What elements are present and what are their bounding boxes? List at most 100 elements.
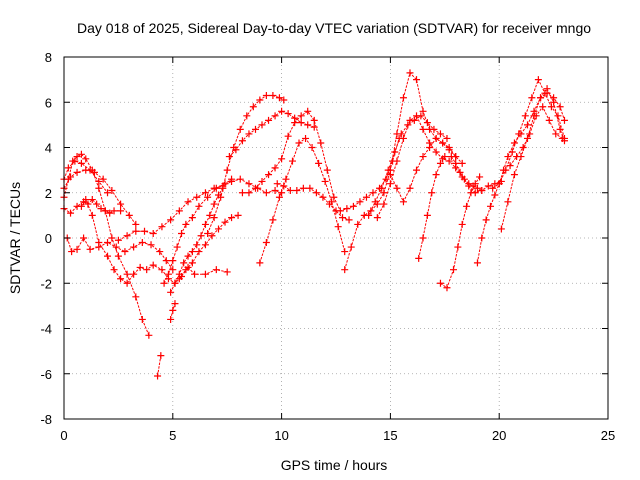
data-point — [234, 211, 242, 219]
data-point — [88, 211, 96, 219]
data-point — [439, 139, 447, 147]
data-point — [228, 175, 236, 183]
data-point — [132, 293, 140, 301]
series-line-track-5 — [66, 236, 174, 270]
data-point — [99, 175, 107, 183]
data-point — [123, 232, 131, 240]
data-point — [550, 98, 558, 106]
data-point — [523, 121, 531, 129]
data-point — [258, 121, 266, 129]
data-point — [238, 137, 246, 145]
data-point — [149, 261, 157, 269]
data-point — [302, 134, 310, 142]
data-point — [212, 184, 220, 192]
data-point — [393, 184, 401, 192]
data-point — [452, 159, 460, 167]
data-point — [332, 207, 340, 215]
data-point — [141, 227, 149, 235]
data-point — [456, 168, 464, 176]
data-point — [195, 202, 203, 210]
data-point — [560, 116, 568, 124]
data-point — [315, 159, 323, 167]
data-point — [415, 254, 423, 262]
data-point — [236, 175, 244, 183]
x-tick-label: 10 — [274, 428, 288, 443]
x-axis-label: GPS time / hours — [281, 457, 388, 473]
data-point — [482, 216, 490, 224]
data-point — [188, 214, 196, 222]
data-point — [521, 112, 529, 120]
data-point — [77, 159, 85, 167]
data-point — [175, 275, 183, 283]
x-tick-label: 0 — [60, 428, 67, 443]
data-point — [356, 198, 364, 206]
data-point — [156, 248, 164, 256]
data-point — [184, 198, 192, 206]
data-point — [354, 220, 362, 228]
data-point — [204, 193, 212, 201]
data-point — [223, 268, 231, 276]
data-point — [154, 372, 162, 380]
data-point — [445, 146, 453, 154]
data-point — [293, 186, 301, 194]
data-series — [60, 69, 568, 380]
data-point — [117, 200, 125, 208]
data-point — [104, 252, 112, 260]
data-point — [249, 103, 257, 111]
data-point — [178, 229, 186, 237]
data-point — [556, 103, 564, 111]
data-point — [280, 96, 288, 104]
data-point — [413, 166, 421, 174]
data-point — [64, 164, 72, 172]
data-point — [149, 229, 157, 237]
data-point — [478, 186, 486, 194]
data-point — [495, 180, 503, 188]
data-point — [458, 159, 466, 167]
data-point — [552, 130, 560, 138]
data-point — [193, 193, 201, 201]
data-point — [436, 159, 444, 167]
data-point — [443, 284, 451, 292]
data-point — [95, 184, 103, 192]
data-point — [278, 155, 286, 163]
data-point — [101, 207, 109, 215]
data-point — [201, 220, 209, 228]
data-point — [158, 223, 166, 231]
data-point — [284, 110, 292, 118]
data-point — [312, 189, 320, 197]
data-point — [77, 202, 85, 210]
data-point — [123, 279, 131, 287]
data-point — [447, 153, 455, 161]
data-point — [145, 331, 153, 339]
data-point — [217, 193, 225, 201]
data-point — [95, 239, 103, 247]
data-point — [513, 153, 521, 161]
data-point — [125, 211, 133, 219]
data-point — [80, 234, 88, 242]
data-point — [547, 103, 555, 111]
data-point — [428, 189, 436, 197]
data-point — [380, 189, 388, 197]
data-point — [365, 211, 373, 219]
data-point — [204, 229, 212, 237]
series-line-track-2 — [63, 169, 137, 225]
data-point — [280, 182, 288, 190]
data-point — [130, 243, 138, 251]
data-point — [110, 266, 118, 274]
series-line-track-26 — [492, 78, 565, 189]
x-tick-label: 5 — [169, 428, 176, 443]
data-point — [467, 189, 475, 197]
data-point — [164, 270, 172, 278]
data-point — [188, 248, 196, 256]
data-point — [147, 241, 155, 249]
series-line-track-9 — [163, 178, 232, 284]
data-point — [117, 275, 125, 283]
data-point — [123, 270, 131, 278]
data-point — [256, 96, 264, 104]
data-point — [143, 266, 151, 274]
data-point — [413, 76, 421, 84]
data-point — [86, 166, 94, 174]
series-line-track-25 — [476, 92, 565, 263]
data-point — [169, 306, 177, 314]
series-line-track-27 — [500, 87, 565, 230]
